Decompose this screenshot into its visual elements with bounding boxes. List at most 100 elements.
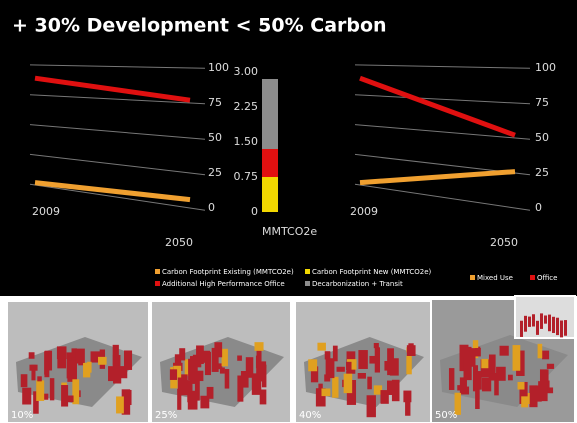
building xyxy=(532,314,535,327)
building xyxy=(537,343,543,359)
building xyxy=(169,369,178,380)
building xyxy=(374,347,381,373)
x-tick-label: 2050 xyxy=(490,236,518,249)
building xyxy=(190,356,198,379)
building xyxy=(251,373,262,395)
building xyxy=(72,379,80,405)
thumbnail-label: 40% xyxy=(299,410,321,421)
grid-line xyxy=(354,64,531,69)
building xyxy=(116,396,124,414)
building xyxy=(448,368,455,390)
building xyxy=(528,316,531,327)
building xyxy=(357,373,366,379)
thumbnail-label: 10% xyxy=(11,410,33,421)
building xyxy=(488,354,496,374)
building xyxy=(556,317,559,336)
building xyxy=(543,387,554,394)
building xyxy=(474,371,482,390)
building xyxy=(321,388,331,397)
y-tick-label: 2.25 xyxy=(234,100,259,113)
building xyxy=(373,342,379,349)
bar-segment xyxy=(262,149,278,177)
building xyxy=(459,377,467,393)
axis-label: MMTCO2e xyxy=(262,225,317,238)
building xyxy=(546,363,555,369)
building xyxy=(187,390,198,410)
building xyxy=(471,348,476,367)
building xyxy=(481,358,489,369)
building xyxy=(120,366,128,379)
building xyxy=(315,388,326,407)
y-tick-label: 100 xyxy=(535,61,556,74)
building xyxy=(256,346,262,365)
data-line xyxy=(34,75,191,103)
grid-line xyxy=(29,124,206,140)
building xyxy=(519,381,528,404)
building xyxy=(240,370,249,388)
building xyxy=(224,369,230,389)
building xyxy=(542,350,550,360)
grid-line xyxy=(29,64,206,69)
legend-swatch xyxy=(305,281,310,286)
building xyxy=(336,366,345,372)
data-line xyxy=(359,75,516,138)
building xyxy=(507,374,513,381)
y-tick-label: 3.00 xyxy=(234,65,259,78)
legend-label: Office xyxy=(537,274,557,282)
building xyxy=(480,359,490,378)
building xyxy=(391,379,400,402)
legend-swatch xyxy=(305,269,310,274)
building xyxy=(124,389,132,406)
building xyxy=(310,366,319,383)
building xyxy=(324,351,331,360)
building xyxy=(324,374,331,382)
building xyxy=(174,354,182,369)
building xyxy=(20,374,28,388)
building xyxy=(204,351,211,376)
building xyxy=(380,390,389,404)
building xyxy=(259,389,267,405)
building xyxy=(540,313,543,329)
building xyxy=(457,385,462,391)
building xyxy=(536,320,539,335)
y-tick-label: 0 xyxy=(251,205,258,218)
building xyxy=(463,356,472,381)
grid-line xyxy=(29,94,206,105)
building xyxy=(200,395,210,409)
building xyxy=(494,378,499,396)
building xyxy=(560,320,563,338)
y-tick-label: 50 xyxy=(535,131,549,144)
grid-line xyxy=(29,153,206,176)
building xyxy=(206,386,214,399)
building xyxy=(481,377,492,392)
y-tick-label: 1.50 xyxy=(234,135,259,148)
building xyxy=(256,361,265,382)
building xyxy=(90,351,101,363)
building xyxy=(317,342,326,351)
building xyxy=(389,358,399,376)
building xyxy=(387,380,396,395)
building xyxy=(75,348,85,363)
building xyxy=(347,359,357,370)
building xyxy=(405,393,411,416)
building xyxy=(237,355,242,361)
y-tick-label: 75 xyxy=(535,96,549,109)
y-tick-label: 0.75 xyxy=(234,170,259,183)
building xyxy=(196,345,204,365)
legend-label: Carbon Footprint New (MMTCO2e) xyxy=(312,268,432,276)
legend-swatch xyxy=(470,275,475,280)
building xyxy=(245,357,254,378)
building xyxy=(343,373,353,394)
building xyxy=(217,363,223,370)
building xyxy=(112,344,119,366)
building xyxy=(113,369,122,384)
building xyxy=(475,347,481,357)
building xyxy=(521,396,529,408)
thumbnail-label: 50% xyxy=(435,410,457,421)
building xyxy=(538,381,548,402)
building xyxy=(254,342,264,351)
building xyxy=(472,365,479,392)
building xyxy=(308,359,318,372)
grid-line xyxy=(29,183,206,211)
y-tick-label: 0 xyxy=(208,201,215,214)
